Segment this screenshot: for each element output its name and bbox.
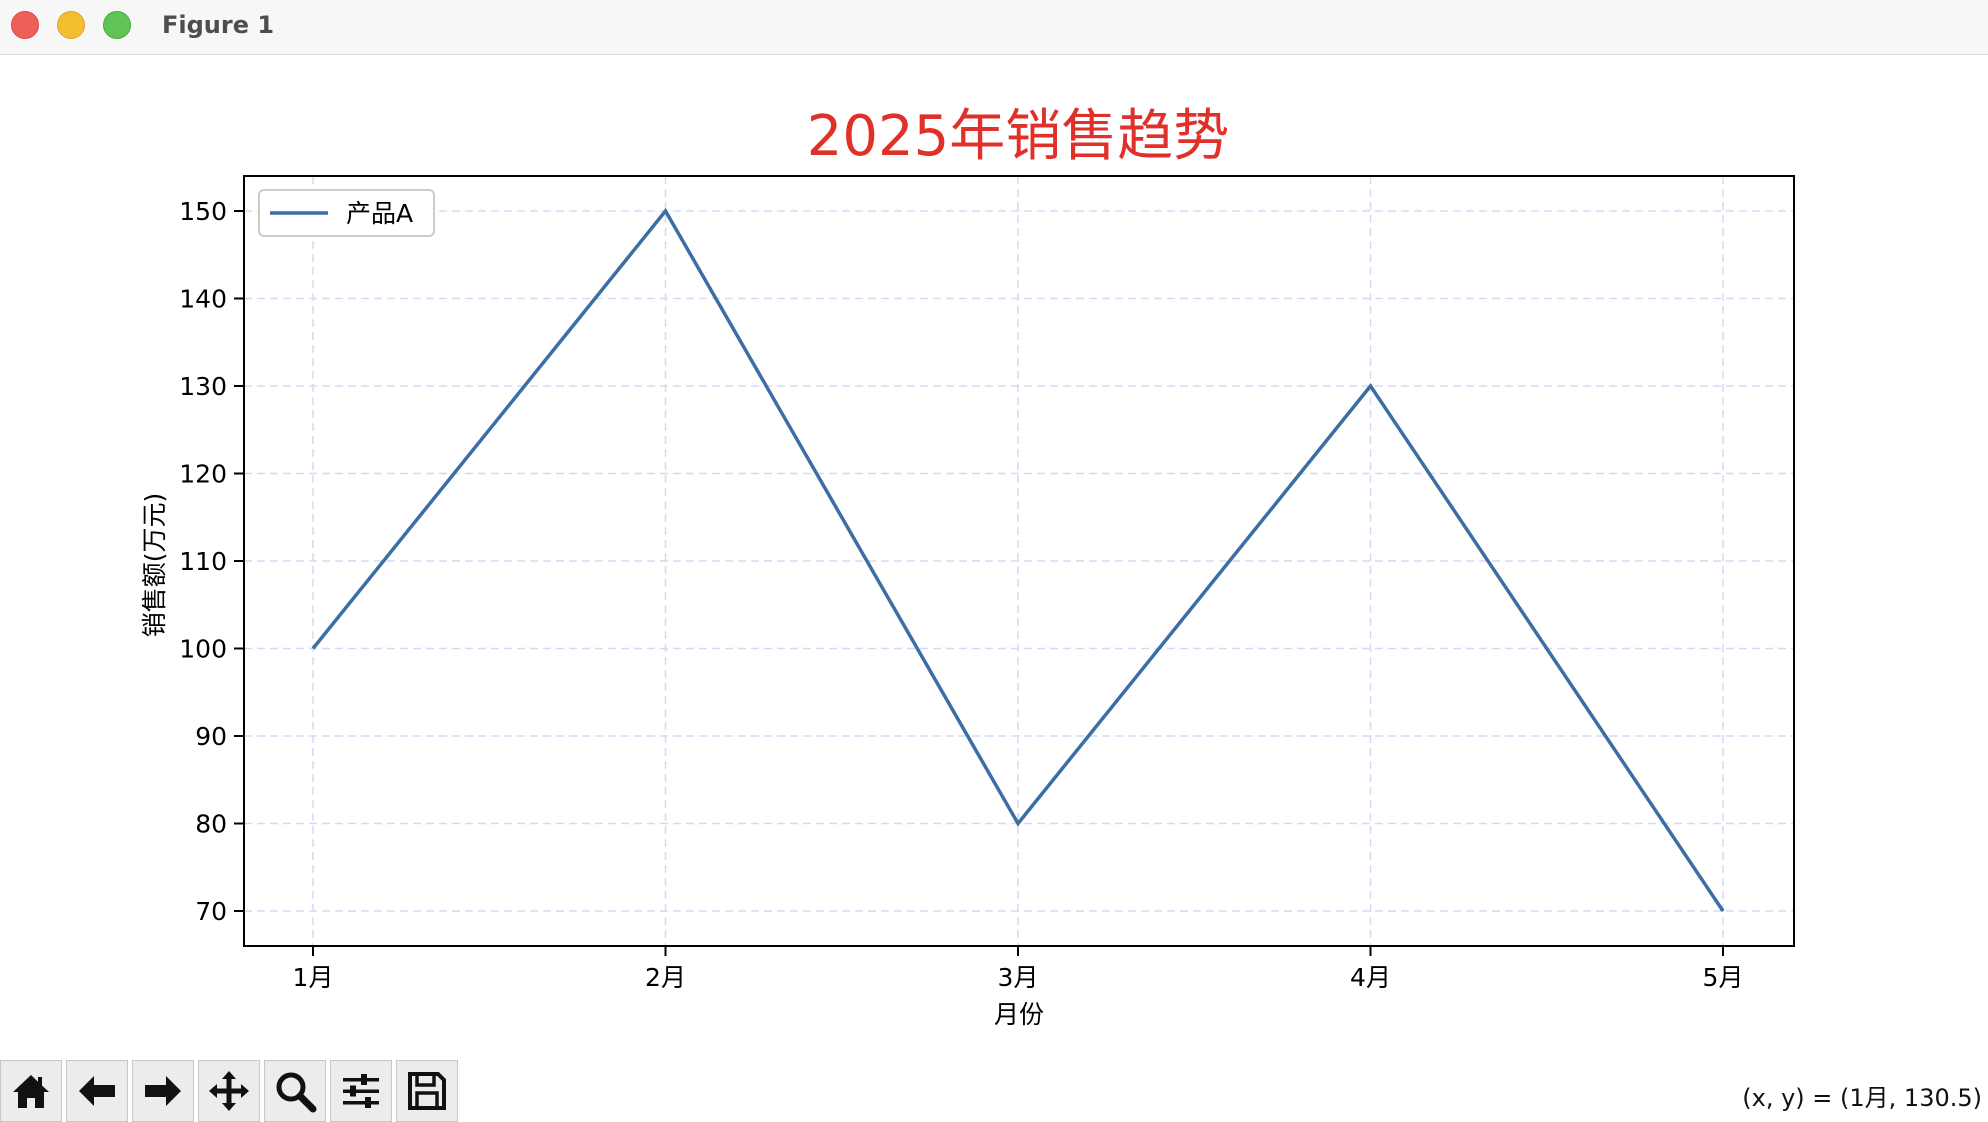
zoom-window-button[interactable] (103, 11, 131, 39)
x-axis-ticks: 1月 2月 3月 4月 5月 (293, 946, 1744, 992)
y-axis-label: 销售额(万元) (140, 493, 169, 638)
navigation-toolbar (0, 1058, 1988, 1122)
y-tick-label: 100 (179, 635, 227, 664)
cursor-coordinates: (x, y) = (1月, 130.5) (1742, 1084, 1982, 1112)
x-axis-label: 月份 (994, 1000, 1044, 1029)
series-lines (311, 207, 1725, 912)
line-chart: 2025年销售趋势 70 80 90 100 110 120 130 140 150 1月 2月 3… (140, 104, 1795, 1029)
pan-button[interactable] (198, 1060, 260, 1122)
window-title: Figure 1 (162, 11, 275, 39)
x-tick-label: 4月 (1350, 963, 1391, 992)
forward-button[interactable] (132, 1060, 194, 1122)
series-line-产品A (311, 207, 1725, 912)
title-bar[interactable]: Figure 1 (0, 0, 1988, 55)
grid-lines (244, 176, 1794, 946)
y-tick-label: 70 (195, 897, 227, 926)
y-tick-label: 150 (179, 197, 227, 226)
arrow-right-icon (145, 1076, 181, 1106)
back-button[interactable] (66, 1060, 128, 1122)
home-icon (13, 1075, 49, 1108)
close-window-button[interactable] (11, 11, 39, 39)
legend-box (258, 189, 435, 237)
floppy-disk-icon (408, 1072, 446, 1110)
legend: 产品A (258, 189, 435, 237)
figure-canvas[interactable]: 2025年销售趋势 70 80 90 100 110 120 130 140 150 1月 2月 3… (0, 55, 1988, 1058)
configure-subplots-button[interactable] (330, 1060, 392, 1122)
arrow-left-icon (79, 1076, 115, 1106)
save-button[interactable] (396, 1060, 458, 1122)
sliders-icon (343, 1074, 379, 1108)
minimize-window-button[interactable] (57, 11, 85, 39)
y-tick-label: 90 (195, 722, 227, 751)
y-tick-label: 130 (179, 372, 227, 401)
magnifier-icon (276, 1072, 317, 1113)
x-tick-label: 5月 (1703, 963, 1744, 992)
x-tick-label: 2月 (645, 963, 686, 992)
x-tick-label: 3月 (998, 963, 1039, 992)
legend-label: 产品A (346, 199, 413, 228)
chart-title: 2025年销售趋势 (807, 104, 1230, 169)
move-icon (209, 1071, 249, 1111)
home-button[interactable] (0, 1060, 62, 1122)
x-tick-label: 1月 (293, 963, 334, 992)
y-tick-label: 80 (195, 810, 227, 839)
y-tick-label: 110 (179, 547, 227, 576)
y-axis-ticks: 70 80 90 100 110 120 130 140 150 (179, 197, 244, 926)
y-tick-label: 120 (179, 460, 227, 489)
zoom-button[interactable] (264, 1060, 326, 1122)
y-tick-label: 140 (179, 285, 227, 314)
